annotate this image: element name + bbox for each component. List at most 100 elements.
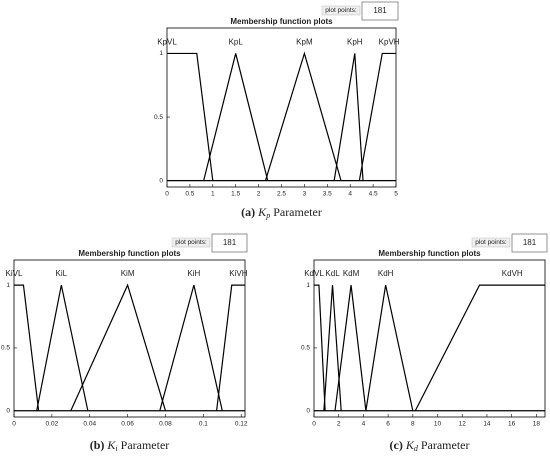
x-tick-label: 0.04 (83, 421, 96, 428)
caption-subscript: p (265, 211, 270, 220)
series-name: KpVH (379, 38, 400, 47)
y-tick-label: 1 (6, 282, 10, 289)
series-name: KdM (343, 269, 360, 278)
caption-subscript: d (414, 444, 419, 453)
y-tick-label: 0.5 (1, 345, 10, 352)
membership-line (70, 283, 167, 411)
x-tick-label: 5 (394, 191, 398, 198)
caption-symbol: K (106, 438, 116, 452)
x-tick-label: 0.5 (185, 191, 194, 198)
x-tick-label: 2 (257, 191, 261, 198)
x-tick-label: 0.12 (235, 421, 248, 428)
y-tick-label: 0 (6, 407, 10, 414)
points-value: 181 (223, 238, 237, 247)
chart: Membership function plots plot points: 181… (154, 1, 400, 220)
points-value: 181 (373, 6, 387, 15)
points-label: plot points: (475, 239, 507, 246)
series-name: KdL (325, 269, 340, 278)
caption-label: (a) (241, 205, 255, 219)
series-name: KiL (56, 269, 68, 278)
x-tick-label: 4 (348, 191, 352, 198)
series-name: KdVL (304, 269, 324, 278)
series-name: KiM (121, 269, 135, 278)
membership-line (36, 284, 89, 411)
membership-line (333, 53, 364, 181)
x-tick-label: 6 (386, 421, 390, 428)
caption-text: Parameter (273, 205, 322, 219)
x-tick-label: 0 (165, 191, 169, 198)
y-tick-label: 0.5 (154, 114, 163, 121)
caption-text: Parameter (121, 438, 170, 452)
points-label-box (321, 5, 361, 16)
membership-line (314, 284, 326, 411)
membership-line (334, 285, 367, 411)
membership-line (365, 284, 414, 411)
caption-label: (c) (390, 438, 403, 452)
caption: (b) Ki Parameter (90, 438, 170, 453)
caption: (a) Kp Parameter (241, 205, 322, 220)
membership-line (14, 284, 40, 411)
series-name: KiVL (6, 269, 23, 278)
membership-line (264, 51, 342, 181)
x-tick-label: 3.5 (323, 191, 332, 198)
x-tick-label: 12 (459, 421, 467, 428)
x-tick-label: 1.5 (231, 191, 240, 198)
membership-line (203, 53, 269, 181)
x-tick-label: 0.06 (121, 421, 134, 428)
points-label: plot points: (175, 239, 207, 246)
x-tick-label: 3 (303, 191, 307, 198)
x-tick-label: 8 (411, 421, 415, 428)
membership-line (358, 52, 396, 181)
series-name: KdH (378, 269, 394, 278)
membership-line (167, 52, 214, 181)
series-name: KpL (229, 38, 244, 47)
chart-title: Membership function plots (230, 17, 333, 26)
y-tick-label: 0 (306, 407, 310, 414)
x-tick-label: 4.5 (369, 191, 378, 198)
plot-area (313, 259, 546, 418)
y-tick-label: 1 (306, 282, 310, 289)
points-box (361, 1, 399, 21)
points-label-box (471, 237, 511, 248)
membership-line (323, 285, 342, 411)
series-name: KdVH (502, 269, 523, 278)
caption-label: (b) (90, 438, 105, 452)
x-tick-label: 0 (312, 421, 316, 428)
series-name: KpVL (157, 38, 177, 47)
series-name: KpH (347, 38, 363, 47)
y-tick-label: 1 (159, 50, 163, 57)
points-label: plot points: (325, 7, 357, 14)
chart-title: Membership function plots (378, 249, 481, 258)
x-tick-label: 0 (12, 421, 16, 428)
x-tick-label: 14 (483, 421, 491, 428)
x-tick-label: 0.08 (159, 421, 172, 428)
x-tick-label: 0.02 (46, 421, 59, 428)
membership-line (414, 284, 545, 411)
membership-line (159, 284, 223, 411)
caption-symbol: K (405, 438, 415, 452)
x-tick-label: 2.5 (277, 191, 286, 198)
points-box (211, 233, 248, 253)
series-name: KiH (187, 269, 200, 278)
x-tick-label: 0.1 (199, 421, 208, 428)
x-tick-label: 1 (211, 191, 215, 198)
x-tick-label: 4 (362, 421, 366, 428)
caption-text: Parameter (421, 438, 470, 452)
x-tick-label: 16 (508, 421, 516, 428)
chart-title: Membership function plots (78, 249, 181, 258)
membership-line (216, 284, 245, 411)
caption-symbol: K (257, 205, 267, 219)
y-tick-label: 0 (159, 177, 163, 184)
x-tick-label: 18 (533, 421, 541, 428)
plot-area (13, 259, 246, 418)
points-value: 181 (523, 238, 537, 247)
caption-subscript: i (115, 444, 117, 453)
points-label-box (171, 237, 211, 248)
y-tick-label: 0.5 (301, 345, 310, 352)
points-box (511, 233, 548, 253)
series-name: KpM (296, 38, 313, 47)
caption: (c) Kd Parameter (390, 438, 470, 453)
x-tick-label: 10 (434, 421, 442, 428)
